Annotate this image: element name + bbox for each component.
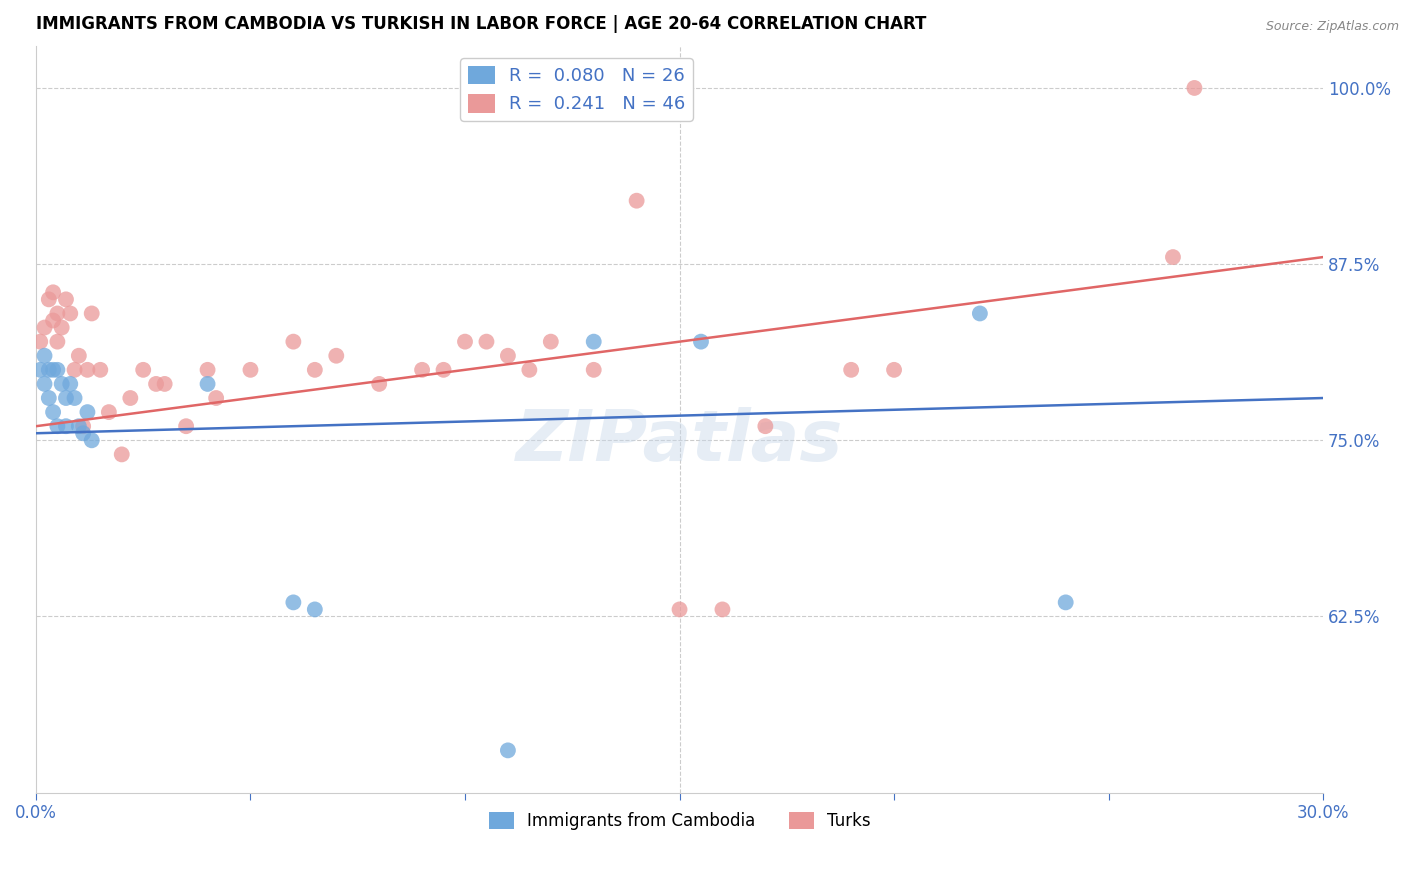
Point — [304, 363, 326, 377]
Point — [754, 419, 776, 434]
Point — [1054, 595, 1077, 609]
Point — [174, 419, 197, 434]
Point — [38, 363, 60, 377]
Point — [80, 306, 103, 320]
Point — [432, 363, 454, 377]
Point — [55, 293, 77, 307]
Point — [97, 405, 120, 419]
Point — [30, 363, 52, 377]
Point — [34, 320, 56, 334]
Point — [46, 306, 69, 320]
Point — [42, 363, 65, 377]
Point — [67, 419, 90, 434]
Point — [1161, 250, 1184, 264]
Point — [668, 602, 690, 616]
Point — [76, 405, 98, 419]
Point — [582, 363, 605, 377]
Point — [46, 419, 69, 434]
Point — [690, 334, 713, 349]
Point — [711, 602, 734, 616]
Legend: Immigrants from Cambodia, Turks: Immigrants from Cambodia, Turks — [482, 805, 877, 837]
Point — [30, 334, 52, 349]
Point — [59, 306, 82, 320]
Point — [51, 376, 73, 391]
Text: Source: ZipAtlas.com: Source: ZipAtlas.com — [1265, 20, 1399, 33]
Point — [205, 391, 228, 405]
Point — [283, 595, 305, 609]
Point — [76, 363, 98, 377]
Point — [519, 363, 541, 377]
Point — [42, 285, 65, 300]
Point — [969, 306, 991, 320]
Point — [197, 363, 219, 377]
Point — [283, 334, 305, 349]
Point — [34, 349, 56, 363]
Point — [496, 349, 519, 363]
Point — [145, 376, 167, 391]
Point — [325, 349, 347, 363]
Point — [80, 434, 103, 448]
Point — [1184, 81, 1206, 95]
Point — [411, 363, 433, 377]
Point — [883, 363, 905, 377]
Point — [496, 743, 519, 757]
Point — [197, 376, 219, 391]
Point — [839, 363, 862, 377]
Point — [540, 334, 562, 349]
Point — [72, 426, 94, 441]
Point — [368, 376, 391, 391]
Point — [304, 602, 326, 616]
Point — [42, 313, 65, 327]
Point — [38, 293, 60, 307]
Point — [454, 334, 477, 349]
Point — [111, 447, 134, 461]
Text: ZIPatlas: ZIPatlas — [516, 407, 844, 476]
Point — [132, 363, 155, 377]
Point — [55, 391, 77, 405]
Point — [239, 363, 262, 377]
Point — [51, 320, 73, 334]
Text: IMMIGRANTS FROM CAMBODIA VS TURKISH IN LABOR FORCE | AGE 20-64 CORRELATION CHART: IMMIGRANTS FROM CAMBODIA VS TURKISH IN L… — [37, 15, 927, 33]
Point — [626, 194, 648, 208]
Point — [67, 349, 90, 363]
Point — [89, 363, 111, 377]
Point — [46, 363, 69, 377]
Point — [120, 391, 142, 405]
Point — [34, 376, 56, 391]
Point — [38, 391, 60, 405]
Point — [46, 334, 69, 349]
Point — [63, 391, 86, 405]
Point — [582, 334, 605, 349]
Point — [59, 376, 82, 391]
Point — [55, 419, 77, 434]
Point — [475, 334, 498, 349]
Point — [42, 405, 65, 419]
Point — [72, 419, 94, 434]
Point — [63, 363, 86, 377]
Point — [153, 376, 176, 391]
